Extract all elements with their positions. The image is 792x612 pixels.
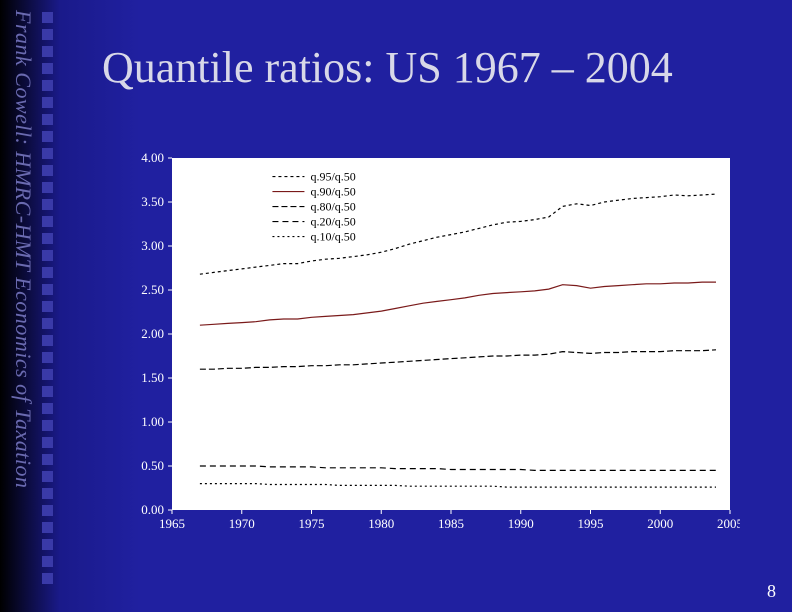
decorative-bullet: [42, 301, 53, 312]
decorative-bullet: [42, 284, 53, 295]
decorative-bullet: [42, 437, 53, 448]
decorative-bullet: [42, 505, 53, 516]
decorative-bullet: [42, 573, 53, 584]
decorative-bullet: [42, 29, 53, 40]
decorative-bullet: [42, 318, 53, 329]
decorative-bullet: [42, 335, 53, 346]
slide: Frank Cowell: HMRC-HMT Economics of Taxa…: [0, 0, 792, 612]
decorative-bullet: [42, 148, 53, 159]
svg-text:q.95/q.50: q.95/q.50: [310, 170, 355, 184]
svg-text:1970: 1970: [229, 516, 255, 531]
svg-text:3.50: 3.50: [141, 194, 164, 209]
decorative-bullet: [42, 182, 53, 193]
decorative-bullet: [42, 199, 53, 210]
svg-text:1980: 1980: [368, 516, 394, 531]
svg-text:2.00: 2.00: [141, 326, 164, 341]
slide-title: Quantile ratios: US 1967 – 2004: [102, 42, 673, 93]
decorative-bullet: [42, 267, 53, 278]
decorative-bullet: [42, 131, 53, 142]
decorative-bullet: [42, 403, 53, 414]
page-number: 8: [767, 581, 776, 602]
decorative-bullet: [42, 114, 53, 125]
decorative-bullet: [42, 216, 53, 227]
svg-text:2.50: 2.50: [141, 282, 164, 297]
svg-text:2005: 2005: [717, 516, 740, 531]
decorative-bullet: [42, 63, 53, 74]
decorative-bullet: [42, 233, 53, 244]
svg-text:1975: 1975: [299, 516, 325, 531]
side-author-label: Frank Cowell: HMRC-HMT Economics of Taxa…: [10, 10, 36, 600]
decorative-bullet-column: [42, 12, 53, 584]
svg-text:1.50: 1.50: [141, 370, 164, 385]
decorative-bullet: [42, 250, 53, 261]
decorative-bullet: [42, 454, 53, 465]
decorative-bullet: [42, 556, 53, 567]
svg-text:q.20/q.50: q.20/q.50: [310, 215, 355, 229]
decorative-bullet: [42, 80, 53, 91]
chart-svg: 0.00 0.50 1.00 1.50 2.00 2.50 3.00 3.50 4.00 1965…: [130, 148, 740, 548]
svg-text:1.00: 1.00: [141, 414, 164, 429]
decorative-bullet: [42, 539, 53, 550]
svg-text:1995: 1995: [578, 516, 604, 531]
decorative-bullet: [42, 522, 53, 533]
decorative-bullet: [42, 386, 53, 397]
svg-text:1985: 1985: [438, 516, 464, 531]
decorative-bullet: [42, 420, 53, 431]
decorative-bullet: [42, 46, 53, 57]
decorative-bullet: [42, 471, 53, 482]
svg-text:0.50: 0.50: [141, 458, 164, 473]
svg-text:1965: 1965: [159, 516, 185, 531]
svg-text:2000: 2000: [647, 516, 673, 531]
svg-text:1990: 1990: [508, 516, 534, 531]
svg-text:3.00: 3.00: [141, 238, 164, 253]
decorative-bullet: [42, 165, 53, 176]
quantile-chart: 0.00 0.50 1.00 1.50 2.00 2.50 3.00 3.50 4.00 1965…: [130, 148, 740, 548]
decorative-bullet: [42, 97, 53, 108]
svg-text:q.80/q.50: q.80/q.50: [310, 200, 355, 214]
svg-text:q.10/q.50: q.10/q.50: [310, 230, 355, 244]
decorative-bullet: [42, 488, 53, 499]
svg-text:0.00: 0.00: [141, 502, 164, 517]
decorative-bullet: [42, 369, 53, 380]
decorative-bullet: [42, 352, 53, 363]
svg-text:q.90/q.50: q.90/q.50: [310, 185, 355, 199]
decorative-bullet: [42, 12, 53, 23]
svg-text:4.00: 4.00: [141, 150, 164, 165]
